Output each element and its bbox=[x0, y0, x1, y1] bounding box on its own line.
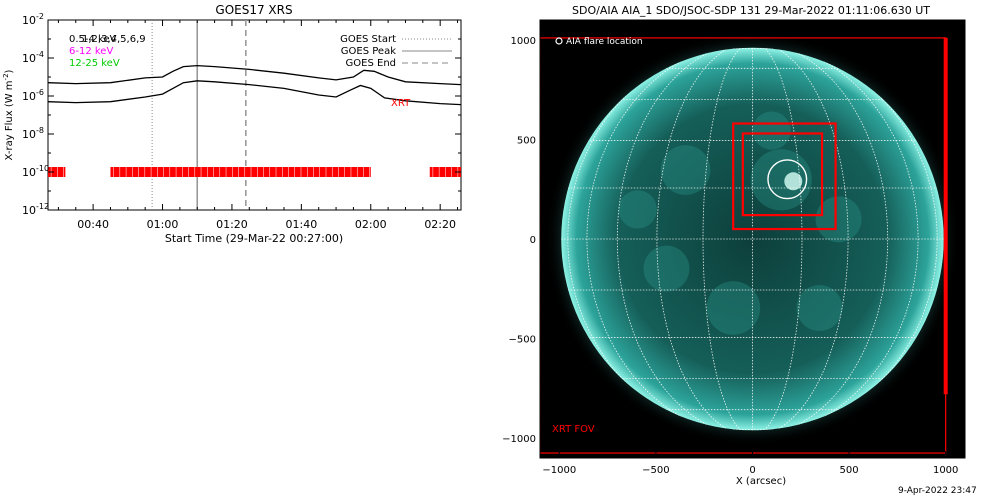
flare-legend: AIA flare location bbox=[555, 37, 643, 47]
goes-channel-label: 6-12 keV bbox=[69, 46, 113, 57]
longitude-line bbox=[752, 47, 919, 431]
goes-y-tick-label: 10-2 bbox=[22, 12, 44, 27]
xrt-fov-label: XRT FOV bbox=[552, 424, 595, 435]
goes-x-tick-label: 01:00 bbox=[147, 218, 179, 231]
goes-legend-label: GOES End bbox=[346, 58, 396, 69]
goes-y-tick-label: 10-10 bbox=[22, 164, 49, 179]
goes-legend-label: GOES Start bbox=[340, 34, 396, 45]
aia-y-tick-label: 0 bbox=[530, 235, 536, 246]
goes-flux-series-0 bbox=[47, 64, 462, 86]
goes-channel-label: 0.5-4 keV bbox=[69, 34, 117, 45]
longitude-line bbox=[702, 47, 753, 431]
aia-x-tick-label: −500 bbox=[642, 465, 669, 476]
solar-active-regions bbox=[618, 111, 862, 335]
goes-x-tick-label: 00:40 bbox=[77, 218, 109, 231]
active-region-glow bbox=[706, 281, 761, 335]
generation-timestamp: 9-Apr-2022 23:47 bbox=[898, 486, 977, 496]
longitude-line bbox=[752, 47, 803, 431]
goes-ylabel: X-ray Flux (W m-2) bbox=[2, 69, 15, 160]
aia-y-tick-label: 1000 bbox=[511, 36, 536, 47]
aia-x-tick-label: 0 bbox=[749, 465, 755, 476]
active-region-glow bbox=[643, 245, 690, 292]
goes-x-axis: 00:40 01:00 01:20 01:40 02:00 02:20 bbox=[57, 20, 459, 231]
goes-y-tick-label: 10-4 bbox=[22, 50, 44, 65]
xrt-box-inner bbox=[741, 132, 824, 217]
goes-series bbox=[47, 64, 462, 106]
goes-y-axis: 10-2 10-4 10-6 10-8 10-10 10-12 bbox=[22, 12, 461, 217]
goes-x-tick-label: 02:00 bbox=[355, 218, 387, 231]
longitude-line bbox=[586, 47, 753, 431]
flare-legend-label: AIA flare location bbox=[566, 37, 643, 47]
aia-y-tick-label: −500 bbox=[509, 335, 536, 346]
goes-y-tick-label: 10-12 bbox=[22, 202, 49, 217]
flare-location-circle bbox=[767, 159, 808, 200]
active-region-glow bbox=[618, 190, 657, 229]
solar-disk bbox=[561, 47, 944, 431]
aia-y-axis: 1000 500 0 −500 −1000 bbox=[502, 36, 547, 445]
goes-x-tick-label: 01:20 bbox=[216, 218, 248, 231]
longitude-line bbox=[752, 47, 849, 431]
xrt-coverage-bar bbox=[110, 167, 371, 177]
flare-legend-marker bbox=[555, 37, 563, 45]
xrt-box-outer bbox=[732, 122, 837, 231]
active-region-glow bbox=[815, 196, 862, 243]
xrt-coverage-bar bbox=[48, 167, 66, 177]
goes-xrt-coverage bbox=[48, 167, 461, 177]
active-region-glow bbox=[660, 145, 711, 195]
goes-event-lines bbox=[151, 20, 247, 210]
goes-channel-labels: 0.5-4 keV 1,2,3,4,5,6,9 6-12 keV 12-25 k… bbox=[69, 34, 146, 69]
aia-x-tick-label: 500 bbox=[840, 465, 859, 476]
goes-flux-series-1 bbox=[47, 80, 462, 106]
goes-channel-label: 1,2,3,4,5,6,9 bbox=[82, 34, 146, 45]
goes-ylabel-main: X-ray Flux (W m bbox=[4, 80, 15, 160]
aia-panel: SDO/AIA AIA_1 SDO/JSOC-SDP 131 29-Mar-20… bbox=[502, 4, 966, 487]
goes-ylabel-end: ) bbox=[4, 69, 15, 73]
aia-x-tick-label: 1000 bbox=[933, 465, 958, 476]
aia-y-tick-label: −1000 bbox=[502, 434, 536, 445]
goes-title: GOES17 XRS bbox=[215, 3, 292, 17]
aia-xlabel: X (arcsec) bbox=[736, 476, 786, 487]
flare-bright-spot bbox=[784, 172, 803, 191]
goes-ylabel-sup: -2 bbox=[2, 73, 10, 80]
goes-channel-label: 12-25 keV bbox=[69, 58, 120, 69]
goes-x-tick-label: 02:20 bbox=[424, 218, 456, 231]
aia-x-axis: −1000 −500 0 500 1000 bbox=[542, 451, 958, 476]
active-region-glow bbox=[750, 149, 812, 211]
goes-legend: GOES Start GOES Peak GOES End bbox=[340, 34, 452, 69]
active-region-glow bbox=[796, 285, 843, 331]
active-region-glow bbox=[752, 111, 791, 150]
goes-y-tick-label: 10-6 bbox=[22, 88, 44, 103]
goes-xlabel: Start Time (29-Mar-22 00:27:00) bbox=[165, 232, 343, 245]
goes-xrt-label: XRT bbox=[391, 98, 411, 109]
goes-panel: GOES17 XRS 00:40 01:00 01:20 01:40 02:00 02:2… bbox=[2, 3, 462, 245]
aia-y-tick-label: 500 bbox=[517, 135, 536, 146]
longitude-line bbox=[656, 47, 753, 431]
aia-x-tick-label: −1000 bbox=[542, 465, 576, 476]
goes-x-tick-label: 01:40 bbox=[286, 218, 318, 231]
goes-legend-label: GOES Peak bbox=[341, 46, 396, 57]
goes-y-tick-label: 10-8 bbox=[22, 126, 44, 141]
aia-title: SDO/AIA AIA_1 SDO/JSOC-SDP 131 29-Mar-20… bbox=[572, 4, 930, 17]
